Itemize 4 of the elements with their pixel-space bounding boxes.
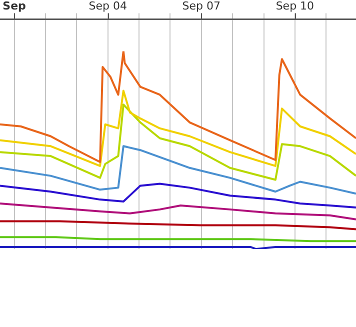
x-tick-label: Sep 04	[88, 0, 127, 12]
x-tick-label: Sep 10	[276, 0, 314, 12]
x-tick-label: Sep	[2, 0, 26, 12]
x-tick-label: Sep 07	[182, 0, 221, 12]
